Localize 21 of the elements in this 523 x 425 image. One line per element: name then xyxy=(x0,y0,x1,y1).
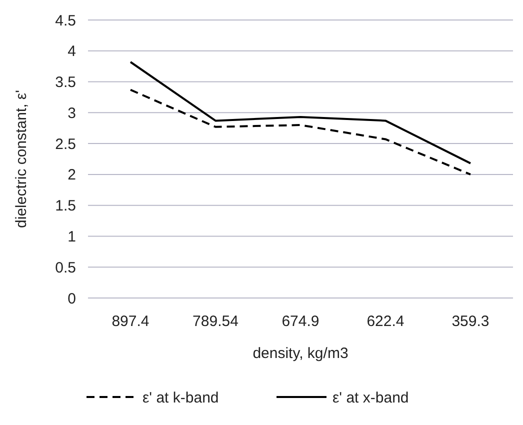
y-axis-title: dielectric constant, ε' xyxy=(13,90,30,228)
x-tick-label: 674.9 xyxy=(282,313,320,330)
x-tick-label: 359.3 xyxy=(452,313,490,330)
y-tick-label: 3.5 xyxy=(55,74,76,92)
y-tick-label: 2 xyxy=(68,166,76,184)
y-tick-label: 0 xyxy=(68,290,76,308)
y-tick-label: 4 xyxy=(68,43,76,60)
line-series xyxy=(130,61,472,164)
y-tick-label: 1 xyxy=(68,228,76,246)
line-series xyxy=(130,88,472,176)
y-tick-label: 2.5 xyxy=(55,136,76,153)
legend-label: ε' at k-band xyxy=(142,389,219,406)
y-tick-label: 1.5 xyxy=(55,198,76,215)
x-tick-label: 622.4 xyxy=(366,313,404,330)
y-tick-label: 0.5 xyxy=(55,259,76,276)
y-tick-label: 3 xyxy=(68,104,76,122)
x-tick-label: 789.54 xyxy=(192,313,238,330)
x-axis-title: density, kg/m3 xyxy=(252,345,348,362)
legend-label: ε' at x-band xyxy=(332,389,409,406)
x-tick-label: 897.4 xyxy=(112,313,150,330)
y-tick-label: 4.5 xyxy=(55,12,76,30)
